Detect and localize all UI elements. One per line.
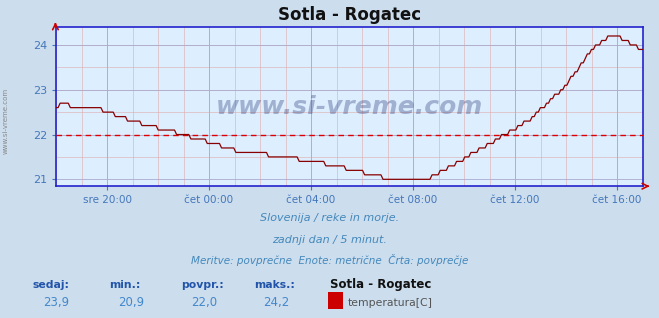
- Text: 20,9: 20,9: [119, 296, 145, 309]
- Text: www.si-vreme.com: www.si-vreme.com: [215, 94, 483, 119]
- Text: 24,2: 24,2: [264, 296, 290, 309]
- Text: www.si-vreme.com: www.si-vreme.com: [2, 88, 9, 154]
- Text: min.:: min.:: [109, 280, 140, 290]
- Text: Slovenija / reke in morje.: Slovenija / reke in morje.: [260, 213, 399, 223]
- Text: zadnji dan / 5 minut.: zadnji dan / 5 minut.: [272, 235, 387, 245]
- Text: Meritve: povprečne  Enote: metrične  Črta: povprečje: Meritve: povprečne Enote: metrične Črta:…: [191, 254, 468, 266]
- Text: maks.:: maks.:: [254, 280, 295, 290]
- Text: Sotla - Rogatec: Sotla - Rogatec: [330, 278, 431, 291]
- Text: 23,9: 23,9: [43, 296, 69, 309]
- Text: povpr.:: povpr.:: [181, 280, 224, 290]
- Title: Sotla - Rogatec: Sotla - Rogatec: [277, 6, 421, 24]
- Text: sedaj:: sedaj:: [33, 280, 70, 290]
- Text: temperatura[C]: temperatura[C]: [348, 298, 433, 308]
- Text: 22,0: 22,0: [191, 296, 217, 309]
